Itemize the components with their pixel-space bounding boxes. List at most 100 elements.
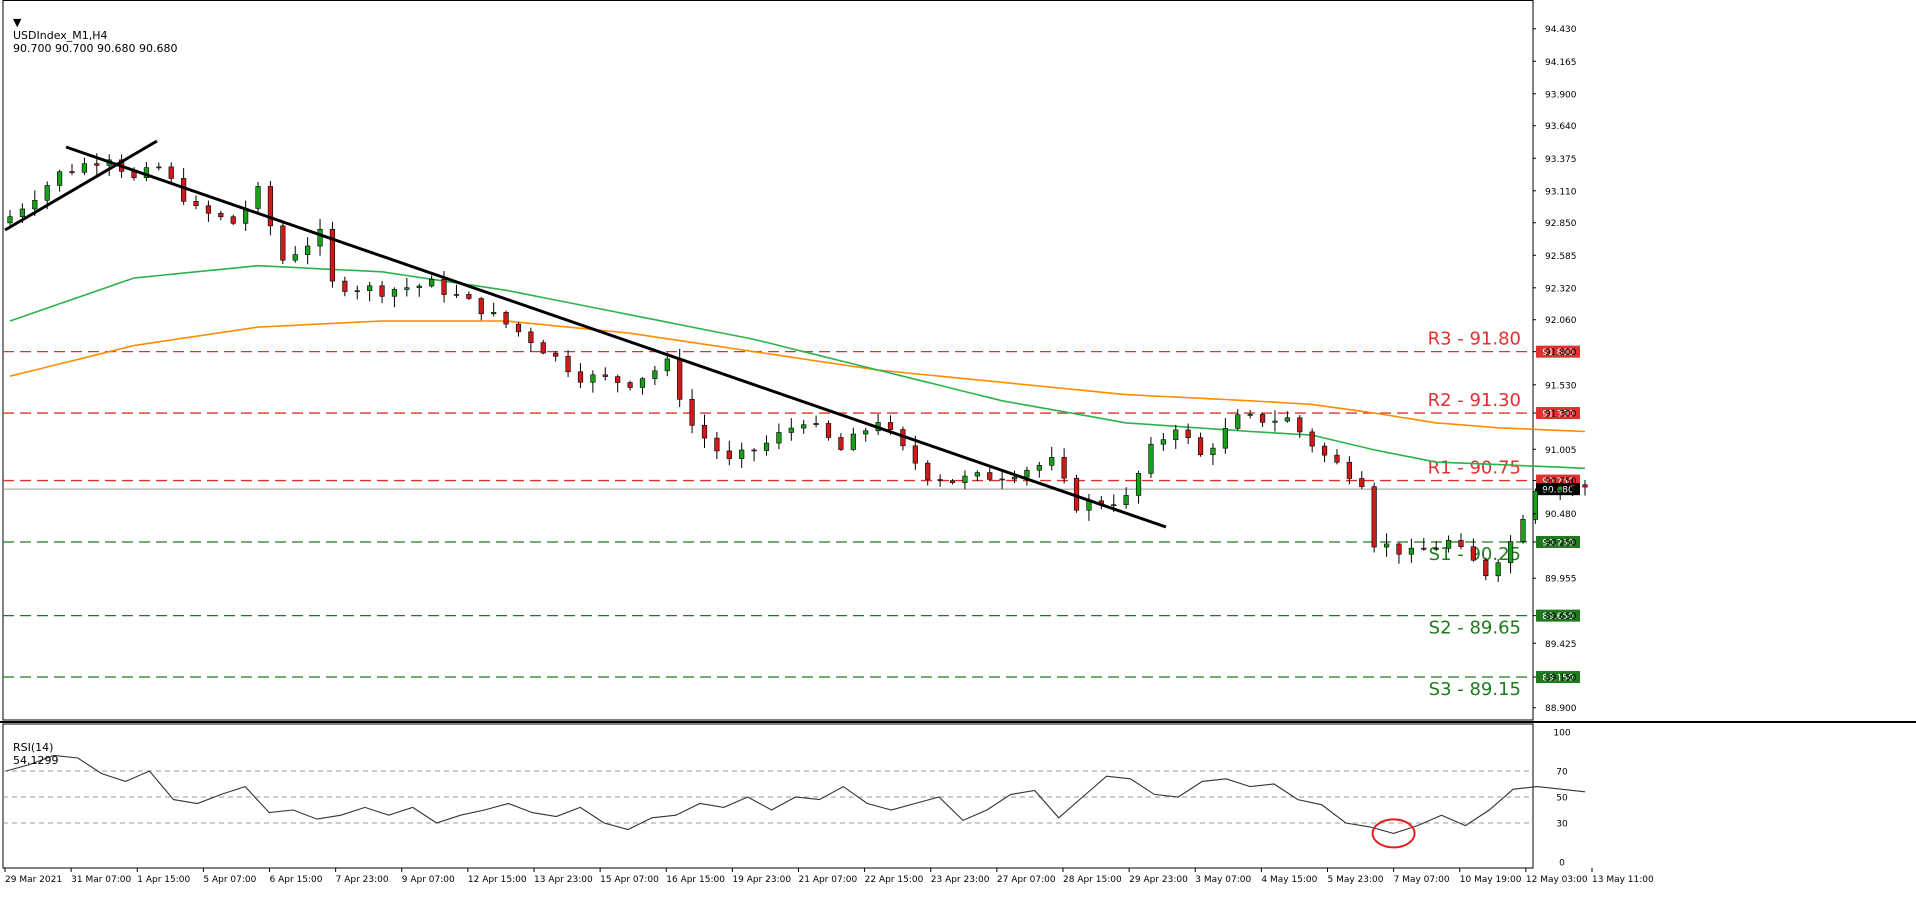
candle-bull [1235,414,1241,429]
candle-bear [949,480,956,483]
time-tick-label: 13 May 11:00 [1592,875,1654,885]
candle-bear [577,371,584,383]
candle-bull [32,199,38,210]
candle-bear [280,225,286,261]
time-tick-label: 10 May 19:00 [1460,875,1522,885]
candle-bear [1297,417,1303,433]
candle-bull [255,186,261,209]
candle-bull [7,216,13,224]
rsi-header: RSI(14) 54.1299 [6,728,59,767]
rsi-tick-label: 0 [1559,859,1565,869]
time-tick-label: 5 May 23:00 [1328,875,1384,885]
candle-bull [1557,485,1563,491]
time-tick-label: 6 Apr 15:00 [270,875,323,885]
price-tick-label: 91.800 [1545,348,1577,358]
ohlc-values: 90.700 90.700 90.680 90.680 [13,42,178,55]
candle-bull [974,472,980,477]
candle-bull [813,423,819,425]
header-triangle-icon: ▼ [13,16,22,29]
candle-bull [1173,429,1179,440]
level-label-s3: S3 - 89.15 [1429,679,1521,700]
level-price-tag-s3 [1536,671,1580,684]
rsi-tick-label: 50 [1556,794,1568,804]
candle-bear [1334,454,1340,463]
candle-bear [615,376,621,383]
level-label-r3: R3 - 91.80 [1428,329,1521,350]
candle-bear [540,342,546,354]
time-tick-label: 12 May 03:00 [1526,875,1588,885]
candle-bull [776,432,782,444]
time-tick-label: 29 Apr 23:00 [1129,875,1188,885]
price-tick-label: 90.480 [1545,510,1577,520]
price-tick-label: 92.060 [1545,316,1577,326]
candle-bear [1259,414,1266,423]
rsi-line [5,754,1586,834]
candle-bull [317,228,323,247]
candle-bull [1272,420,1278,423]
candle-bull [367,285,373,291]
level-price-tag-text: 89.650 [1542,612,1574,622]
candle-bear [553,352,559,357]
candle-bear [379,285,385,297]
candle-bull [962,475,968,483]
price-tick-label: 93.900 [1545,90,1577,100]
price-tick-label: 94.430 [1545,25,1577,35]
candle-bear [689,398,695,426]
time-tick-label: 23 Apr 23:00 [931,875,990,885]
candle-bear [503,311,509,325]
candle-bull [1495,562,1501,577]
candle-bear [1458,540,1464,547]
candle-bull [1284,417,1290,422]
candle-bear [1371,486,1377,548]
candle-bull [1433,548,1439,550]
price-tick-label: 92.850 [1545,219,1577,229]
price-tick-label: 94.165 [1545,58,1577,68]
candle-bull [801,424,807,429]
time-tick-label: 28 Apr 15:00 [1063,875,1122,885]
candle-bull [305,245,311,255]
candle-bear [441,278,447,295]
price-tick-label: 88.900 [1545,704,1577,714]
uptrend-line [4,139,158,232]
candle-bear [205,205,212,214]
candle-bear [230,216,236,224]
candle-bull [1532,490,1538,520]
time-tick-label: 1 Apr 15:00 [137,875,190,885]
candle-bull [416,285,422,289]
main-pane-frame [2,0,1534,721]
price-tick-label: 92.585 [1545,252,1577,262]
rsi-tick-label: 100 [1553,729,1570,739]
ma-fast-line [9,264,1586,470]
price-tick-label: 89.650 [1545,612,1577,622]
candle-bear [1582,484,1588,488]
time-tick-label: 3 May 07:00 [1195,875,1251,885]
rsi-tick-label: 30 [1556,820,1568,830]
price-tick-label: 93.640 [1545,122,1577,132]
price-tick-label: 89.150 [1545,674,1577,684]
candle-bull [404,287,410,290]
candle-bear [912,445,918,464]
candle-bear [602,374,608,377]
candle-bull [81,163,88,173]
candle-bull [1160,439,1166,445]
candle-bull [292,254,298,261]
downtrend-line [65,145,1167,529]
rsi-oversold-marker [1371,818,1416,849]
candle-bear [342,280,348,292]
price-tick-label: 93.375 [1545,155,1577,165]
time-tick-label: 31 Mar 07:00 [71,875,131,885]
time-tick-label: 4 May 15:00 [1261,875,1317,885]
candle-bull [1049,457,1055,466]
price-tick-label: 90.750 [1545,477,1577,487]
candle-bear [1309,431,1315,447]
candle-bear [714,437,720,452]
time-tick-label: 9 Apr 07:00 [402,875,455,885]
candle-bear [94,163,100,166]
time-tick-label: 7 Apr 23:00 [336,875,389,885]
price-tick-label: 92.320 [1545,284,1577,294]
candle-bull [429,278,435,287]
candle-bull [850,433,856,450]
candle-bull [1507,541,1514,564]
candle-bull [491,311,497,315]
time-tick-label: 12 Apr 15:00 [468,875,527,885]
